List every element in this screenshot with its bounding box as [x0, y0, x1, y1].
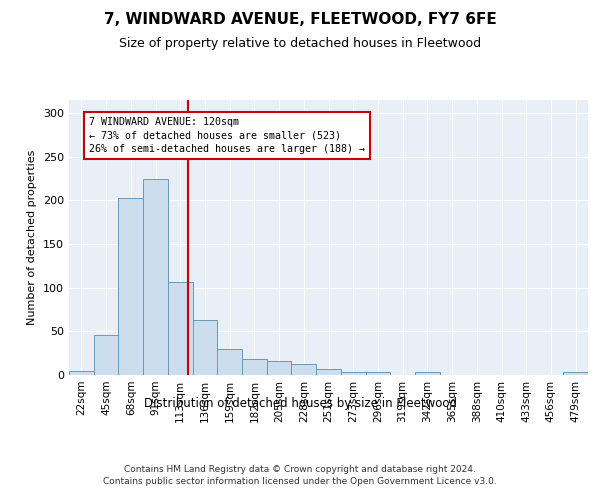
- Bar: [267, 361, 292, 375]
- Bar: [143, 178, 168, 375]
- Bar: [193, 320, 217, 375]
- Bar: [242, 360, 267, 375]
- Bar: [316, 369, 341, 375]
- Bar: [94, 335, 118, 375]
- Bar: [217, 349, 242, 375]
- Bar: [365, 372, 390, 375]
- Text: 7 WINDWARD AVENUE: 120sqm
← 73% of detached houses are smaller (523)
26% of semi: 7 WINDWARD AVENUE: 120sqm ← 73% of detac…: [89, 118, 365, 154]
- Y-axis label: Number of detached properties: Number of detached properties: [28, 150, 37, 325]
- Bar: [341, 372, 365, 375]
- Bar: [292, 364, 316, 375]
- Text: 7, WINDWARD AVENUE, FLEETWOOD, FY7 6FE: 7, WINDWARD AVENUE, FLEETWOOD, FY7 6FE: [104, 12, 496, 28]
- Text: Contains HM Land Registry data © Crown copyright and database right 2024.
Contai: Contains HM Land Registry data © Crown c…: [103, 465, 497, 486]
- Bar: [69, 370, 94, 375]
- Bar: [415, 372, 440, 375]
- Text: Distribution of detached houses by size in Fleetwood: Distribution of detached houses by size …: [143, 398, 457, 410]
- Bar: [168, 282, 193, 375]
- Bar: [118, 198, 143, 375]
- Bar: [563, 372, 588, 375]
- Text: Size of property relative to detached houses in Fleetwood: Size of property relative to detached ho…: [119, 38, 481, 51]
